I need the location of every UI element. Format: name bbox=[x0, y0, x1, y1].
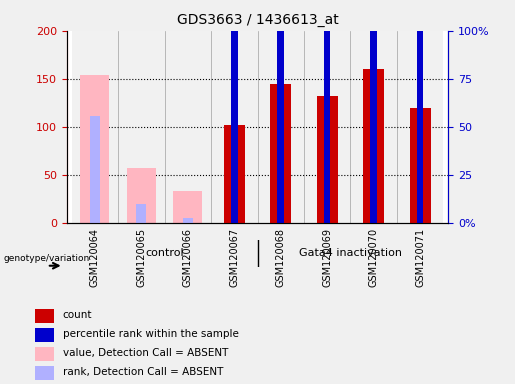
Bar bbox=[211, 31, 258, 223]
Bar bbox=[350, 31, 397, 223]
Bar bbox=[35, 347, 54, 361]
Bar bbox=[270, 84, 291, 223]
Bar bbox=[72, 31, 118, 223]
Text: count: count bbox=[63, 310, 92, 320]
Bar bbox=[35, 366, 54, 380]
Text: rank, Detection Call = ABSENT: rank, Detection Call = ABSENT bbox=[63, 367, 223, 377]
Bar bbox=[118, 31, 165, 223]
Title: GDS3663 / 1436613_at: GDS3663 / 1436613_at bbox=[177, 13, 338, 27]
Bar bbox=[136, 204, 146, 223]
Text: genotype/variation: genotype/variation bbox=[3, 253, 90, 263]
Bar bbox=[183, 218, 193, 223]
Bar bbox=[409, 108, 431, 223]
Text: percentile rank within the sample: percentile rank within the sample bbox=[63, 329, 239, 339]
Text: control: control bbox=[145, 248, 184, 258]
Bar bbox=[231, 19, 237, 223]
Bar bbox=[35, 309, 54, 323]
Bar bbox=[80, 75, 110, 223]
Bar bbox=[35, 328, 54, 342]
Bar bbox=[224, 125, 245, 223]
Bar bbox=[417, 0, 423, 223]
Bar bbox=[90, 116, 100, 223]
Text: value, Detection Call = ABSENT: value, Detection Call = ABSENT bbox=[63, 348, 228, 358]
Bar bbox=[258, 31, 304, 223]
Bar bbox=[165, 31, 211, 223]
Bar bbox=[363, 69, 384, 223]
Text: Gata4 inactivation: Gata4 inactivation bbox=[299, 248, 402, 258]
Bar bbox=[397, 31, 443, 223]
Bar bbox=[173, 191, 202, 223]
Bar bbox=[127, 168, 156, 223]
Bar bbox=[370, 0, 377, 223]
Bar bbox=[317, 96, 338, 223]
Bar bbox=[324, 0, 331, 223]
Bar bbox=[304, 31, 350, 223]
Bar bbox=[278, 6, 284, 223]
